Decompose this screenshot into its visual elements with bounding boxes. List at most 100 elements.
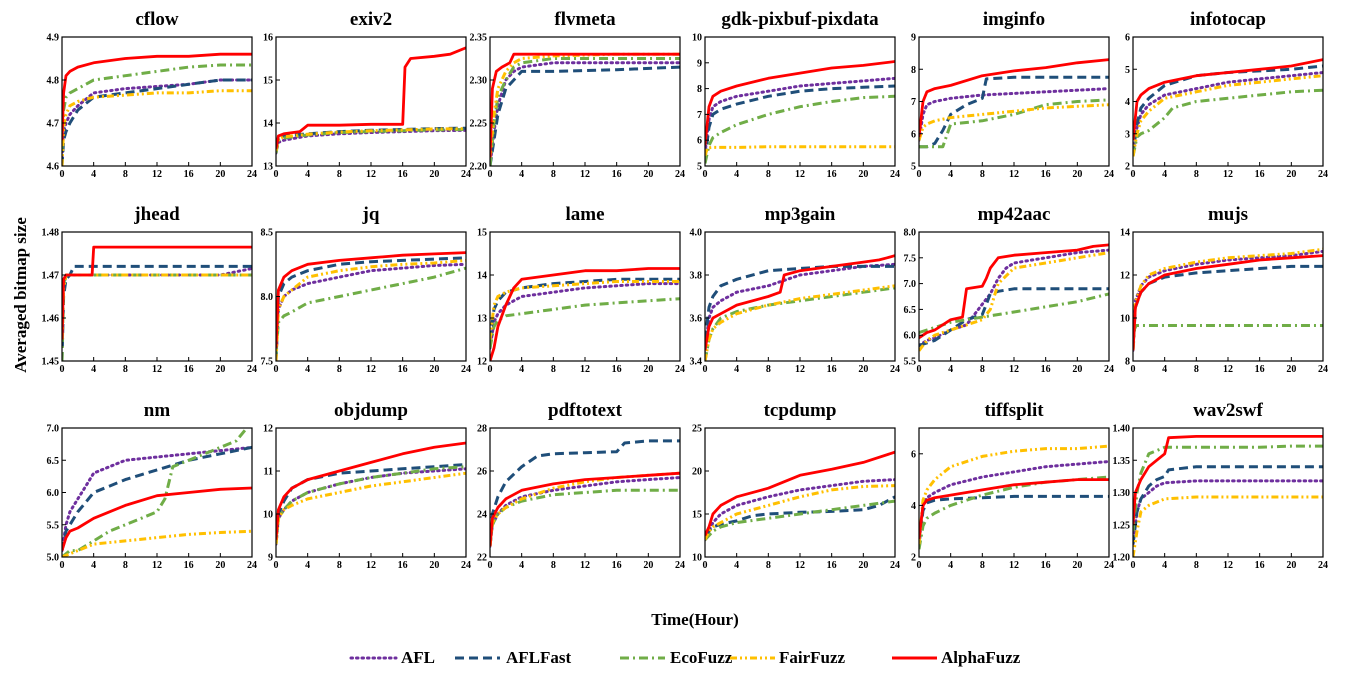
y-tick-label: 10 (692, 553, 702, 564)
y-tick-label: 4 (1125, 97, 1130, 108)
y-tick-label: 25 (692, 424, 702, 435)
panel-tcpdump: tcpdump 0 4 8 12 16 20 24 10 15 20 25 (692, 400, 900, 571)
x-tick-label: 12 (580, 364, 590, 375)
x-tick-label: 0 (1131, 169, 1136, 180)
y-tick-label: 5 (911, 162, 916, 173)
x-tick-label: 12 (366, 169, 376, 180)
x-tick-label: 4 (91, 169, 96, 180)
y-tick-label: 15 (692, 510, 702, 521)
series-line-afl (919, 460, 1109, 546)
y-tick-label: 5.5 (904, 357, 917, 368)
x-tick-label: 12 (795, 169, 805, 180)
x-axis-title: Time(Hour) (651, 610, 739, 629)
plot-frame (61, 231, 253, 362)
series-group (276, 251, 466, 361)
x-tick-label: 8 (337, 560, 342, 571)
x-tick-label: 16 (398, 560, 408, 571)
x-tick-label: 20 (643, 364, 653, 375)
x-tick-label: 0 (60, 364, 65, 375)
y-axis-title: Averaged bitmap size (11, 217, 30, 373)
x-tick-label: 4 (91, 364, 96, 375)
x-tick-label: 0 (917, 364, 922, 375)
series-line-afl (919, 248, 1109, 347)
y-tick-label: 5 (697, 162, 702, 173)
panel-title: gdk-pixbuf-pixdata (721, 9, 879, 30)
x-tick-label: 24 (675, 364, 685, 375)
y-tick-label: 6.5 (904, 305, 917, 316)
y-tick-label: 4.6 (47, 162, 60, 173)
y-tick-label: 9 (697, 58, 702, 69)
series-line-fairfuzz (62, 89, 252, 166)
x-tick-label: 4 (734, 169, 739, 180)
legend-item-afl: AFL (349, 648, 435, 667)
y-tick-label: 3.6 (690, 314, 703, 325)
panel-title: pdftotext (548, 400, 623, 421)
x-tick-label: 8 (766, 560, 771, 571)
y-tick-label: 16 (263, 33, 273, 44)
y-tick-label: 1.25 (1113, 520, 1131, 531)
series-line-fairfuzz (919, 444, 1109, 545)
x-tick-label: 24 (1104, 364, 1114, 375)
x-tick-label: 16 (612, 169, 622, 180)
y-tick-label: 8 (911, 65, 916, 76)
x-tick-label: 16 (1255, 364, 1265, 375)
series-line-alphafuzz (705, 254, 895, 351)
x-tick-label: 0 (917, 169, 922, 180)
x-tick-label: 0 (274, 169, 279, 180)
series-line-fairfuzz (1133, 247, 1323, 351)
y-tick-label: 1.48 (42, 228, 60, 239)
y-tick-label: 8 (697, 84, 702, 95)
series-line-fairfuzz (62, 529, 252, 557)
y-tick-label: 1.46 (42, 314, 60, 325)
x-tick-label: 16 (827, 364, 837, 375)
x-tick-label: 20 (429, 560, 439, 571)
y-tick-label: 6 (911, 449, 916, 460)
series-line-ecofuzz (276, 465, 466, 545)
x-tick-label: 16 (1041, 364, 1051, 375)
panel-objdump: objdump 0 4 8 12 16 20 24 9 10 11 12 (263, 400, 471, 571)
legend-label: EcoFuzz (670, 648, 733, 667)
x-tick-label: 16 (398, 169, 408, 180)
x-tick-label: 20 (643, 560, 653, 571)
plot-frame (704, 231, 896, 362)
panel-title: tcpdump (764, 400, 837, 421)
series-group (1133, 247, 1323, 352)
y-tick-label: 9 (911, 33, 916, 44)
series-line-alphafuzz (919, 58, 1109, 138)
panel-title: infotocap (1190, 9, 1266, 30)
x-tick-label: 20 (1286, 364, 1296, 375)
series-line-aflfast (276, 463, 466, 545)
x-tick-label: 20 (215, 364, 225, 375)
y-tick-label: 11 (264, 467, 273, 478)
y-tick-label: 24 (477, 510, 487, 521)
y-tick-label: 1.35 (1113, 456, 1131, 467)
series-line-afl (276, 128, 466, 155)
x-tick-label: 0 (917, 560, 922, 571)
x-tick-label: 8 (1194, 169, 1199, 180)
y-tick-label: 1.40 (1113, 424, 1131, 435)
x-tick-label: 12 (152, 169, 162, 180)
legend-label: FairFuzz (779, 648, 846, 667)
y-tick-label: 9 (268, 553, 273, 564)
x-tick-label: 0 (60, 169, 65, 180)
series-line-fairfuzz (276, 258, 466, 361)
x-tick-label: 4 (1162, 560, 1167, 571)
x-tick-label: 0 (1131, 364, 1136, 375)
x-tick-label: 12 (152, 560, 162, 571)
series-line-afl (276, 262, 466, 361)
x-tick-label: 12 (366, 560, 376, 571)
x-tick-label: 8 (123, 560, 128, 571)
legend: AFL AFLFast EcoFuzz FairFuzz AlphaFuzz (349, 648, 1021, 667)
series-line-alphafuzz (919, 478, 1109, 540)
series-line-alphafuzz (62, 52, 252, 141)
panel-title: jq (362, 204, 380, 225)
x-tick-label: 24 (247, 364, 257, 375)
legend-item-aflfast: AFLFast (455, 648, 572, 667)
panel-mp42aac: mp42aac 0 4 8 12 16 20 24 5.5 6.0 6.5 7.0 7.5 8.0 (904, 204, 1115, 375)
series-line-ecofuzz (1133, 324, 1323, 351)
series-line-aflfast (276, 256, 466, 361)
panel-cflow: cflow 0 4 8 12 16 20 24 4.6 4.7 4.8 4.9 (47, 9, 258, 180)
panel-title: mp3gain (765, 204, 836, 225)
x-tick-label: 8 (1194, 560, 1199, 571)
x-tick-label: 8 (551, 169, 556, 180)
